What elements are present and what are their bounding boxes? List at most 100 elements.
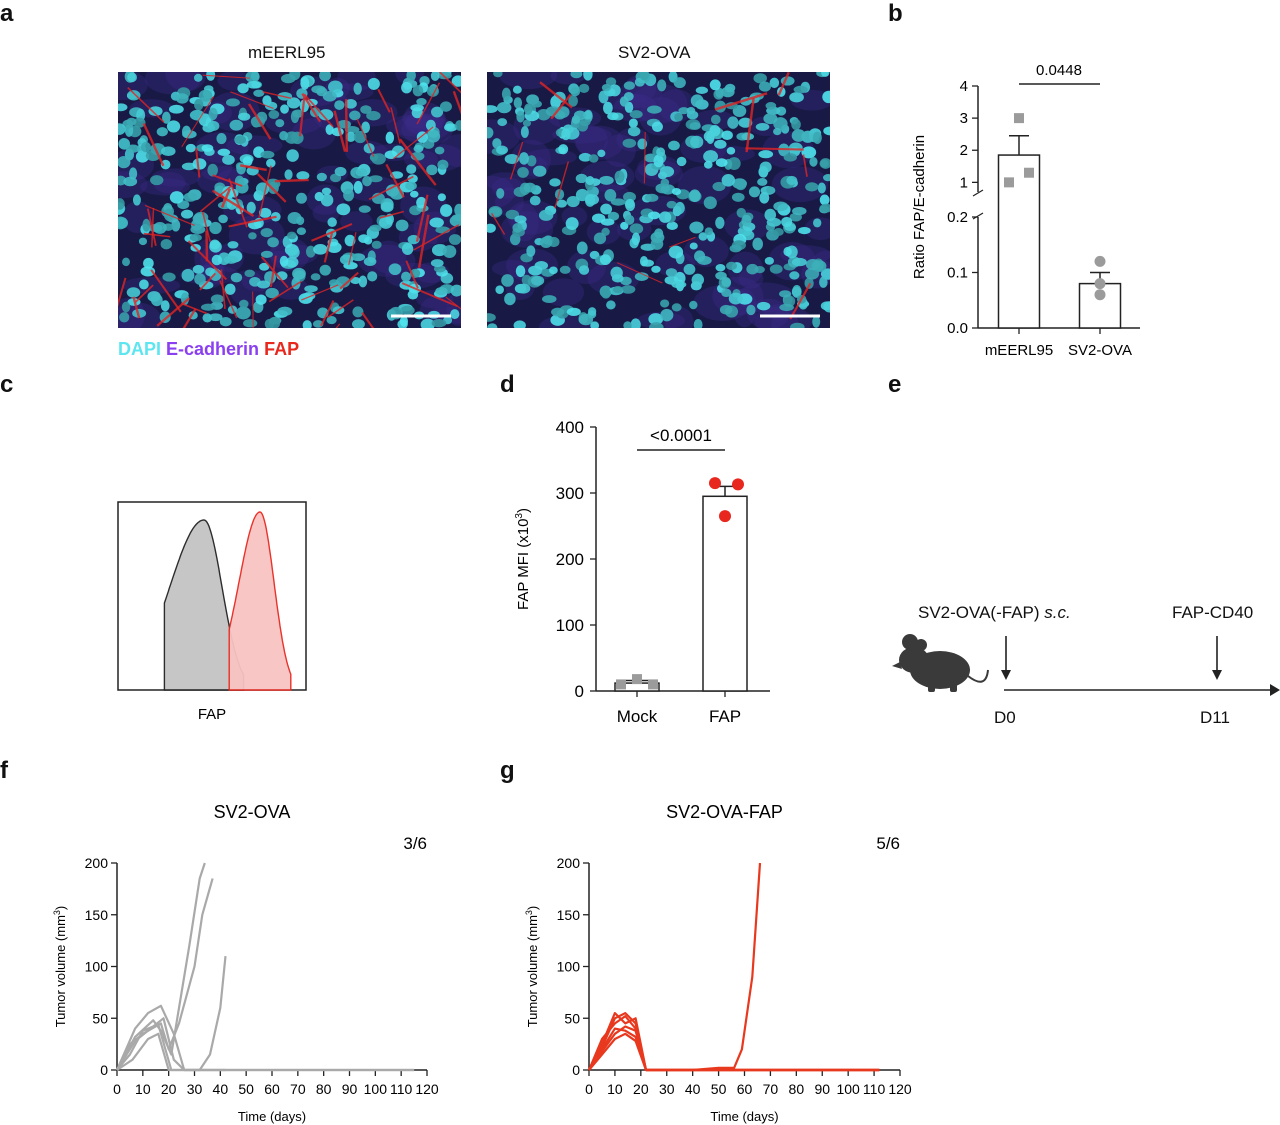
fap-signal	[143, 232, 171, 238]
nucleus	[728, 292, 743, 305]
nucleus	[703, 150, 719, 163]
nucleus	[160, 159, 171, 170]
x-tick-label: 30	[659, 1081, 675, 1097]
nucleus	[450, 284, 461, 297]
x-tick-label: 50	[711, 1081, 727, 1097]
nucleus	[334, 100, 345, 110]
nucleus	[721, 130, 733, 140]
nucleus	[313, 244, 328, 255]
nucleus	[588, 307, 597, 316]
y-tick-label: 50	[564, 1010, 580, 1026]
ecadherin-signal	[804, 217, 830, 241]
nucleus	[604, 188, 617, 202]
nucleus	[715, 87, 724, 98]
nucleus	[783, 246, 792, 257]
nucleus	[416, 196, 427, 209]
nucleus	[193, 73, 203, 82]
y-axis-label: FAP MFI (x103)	[514, 508, 532, 610]
nucleus	[660, 308, 674, 322]
nucleus	[360, 105, 372, 114]
growth-curve-3	[588, 1027, 880, 1072]
nucleus	[665, 268, 678, 277]
nucleus	[561, 128, 571, 141]
nucleus	[250, 72, 260, 82]
x-tick-label: 80	[316, 1081, 332, 1097]
nucleus	[395, 219, 409, 232]
nucleus	[430, 259, 444, 268]
nucleus	[648, 322, 664, 328]
fap-signal	[182, 308, 197, 328]
axis-break-mark	[972, 212, 984, 220]
fap-signal	[262, 91, 292, 100]
nucleus	[369, 224, 382, 232]
nucleus	[219, 317, 232, 327]
fap-signal	[379, 210, 404, 219]
nucleus	[242, 156, 253, 167]
fap-signal	[385, 163, 405, 198]
nucleus	[538, 209, 554, 221]
nucleus	[229, 119, 244, 131]
histogram-frame	[117, 501, 307, 691]
nucleus	[322, 91, 337, 102]
growth-curve-6	[116, 1032, 415, 1072]
y-tick-label: 0.0	[947, 320, 968, 337]
nucleus	[623, 92, 634, 101]
nucleus	[135, 150, 150, 163]
nucleus	[791, 129, 806, 142]
nucleus	[216, 133, 227, 145]
nucleus	[142, 218, 151, 232]
nucleus	[209, 221, 222, 235]
nucleus	[576, 241, 588, 255]
nucleus	[287, 231, 297, 240]
nucleus	[353, 82, 362, 95]
nucleus	[710, 114, 721, 125]
nucleus	[321, 187, 332, 195]
fap-signal	[368, 175, 414, 201]
panel-letter-c: c	[0, 371, 14, 398]
y-tick-label: 100	[556, 616, 584, 635]
nucleus	[558, 144, 569, 155]
data-point	[709, 477, 721, 490]
nucleus	[235, 306, 251, 320]
nucleus	[653, 154, 664, 168]
nucleus	[192, 213, 206, 225]
nucleus	[266, 158, 276, 168]
nucleus	[440, 204, 453, 217]
nucleus	[171, 219, 181, 232]
data-point	[1024, 167, 1034, 178]
nucleus	[689, 300, 698, 310]
nucleus	[789, 92, 804, 103]
ecadherin-signal	[491, 260, 532, 277]
nucleus	[437, 193, 446, 202]
nucleus	[690, 94, 704, 108]
nucleus	[551, 307, 565, 317]
nucleus	[161, 146, 176, 157]
nucleus	[358, 205, 371, 213]
nucleus	[260, 250, 273, 258]
schematic-label-sc-italic: s.c.	[1044, 603, 1071, 622]
fap-signal	[509, 141, 524, 180]
nucleus	[210, 294, 224, 304]
nucleus	[689, 221, 704, 234]
fap-signal	[452, 90, 461, 115]
nucleus	[759, 192, 770, 204]
nucleus	[623, 191, 637, 202]
nucleus	[820, 159, 829, 168]
nucleus	[644, 193, 659, 202]
nucleus	[349, 110, 361, 121]
fap-signal	[240, 164, 267, 172]
nucleus	[183, 192, 197, 202]
data-point	[719, 510, 731, 523]
x-axis-label: FAP	[198, 706, 226, 723]
nucleus	[344, 98, 357, 109]
nucleus	[222, 154, 235, 165]
nucleus	[225, 98, 240, 107]
nucleus	[362, 175, 372, 187]
nucleus	[610, 198, 626, 206]
nucleus	[128, 167, 138, 180]
nucleus	[450, 309, 460, 320]
y-tick-label: 4	[960, 78, 968, 95]
nucleus	[279, 255, 289, 267]
nucleus	[255, 294, 267, 305]
nucleus	[656, 147, 666, 157]
